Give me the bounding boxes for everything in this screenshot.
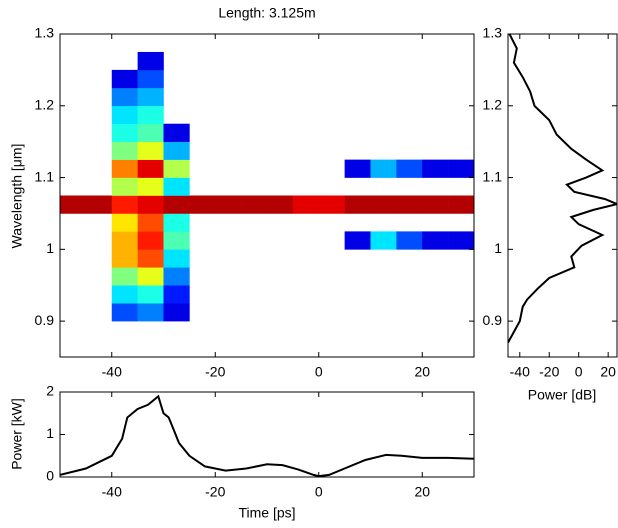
x-tick-label: 20: [414, 364, 430, 380]
heatmap-cell: [137, 69, 164, 89]
heatmap-cell: [60, 195, 87, 214]
axes-frame: [507, 33, 618, 358]
y-tick-label: 1.1: [35, 168, 55, 184]
heatmap-cell: [137, 267, 164, 286]
heatmap-cell: [163, 303, 190, 322]
heatmap-cell: [137, 303, 164, 322]
heatmap-cell: [163, 141, 190, 160]
heatmap-cell: [448, 159, 475, 178]
heatmap-cell: [111, 69, 138, 89]
x-tick-label: -20: [205, 364, 225, 380]
y-tick-label: 0.9: [483, 312, 503, 328]
heatmap-cell: [163, 213, 190, 232]
heatmap-cell: [396, 159, 423, 178]
chart-title: Length: 3.125m: [218, 5, 315, 21]
x-tick-label: 0: [575, 364, 583, 380]
y-tick-label: 1.1: [483, 168, 503, 184]
heatmap-cell: [318, 195, 345, 214]
heatmap-cell: [137, 285, 164, 304]
heatmap-cell: [396, 195, 423, 214]
heatmap-cell: [137, 231, 164, 250]
heatmap-cell: [111, 249, 138, 268]
y-tick-label: 0: [46, 468, 54, 484]
y-tick-label: 2: [46, 383, 54, 399]
heatmap-cell: [370, 195, 397, 214]
heatmap-cell: [163, 177, 190, 196]
line-series: [508, 34, 617, 344]
heatmap-cell: [137, 213, 164, 232]
heatmap-cell: [241, 195, 268, 214]
heatmap-cell: [111, 213, 138, 232]
x-axis-label: Power [dB]: [528, 387, 596, 403]
y-tick-label: 1.2: [483, 96, 503, 112]
heatmap-cell: [370, 159, 397, 178]
x-tick-label: -40: [102, 484, 122, 500]
heatmap-cell: [292, 195, 320, 214]
x-tick-label: -40: [102, 364, 122, 380]
heatmap-cell: [111, 231, 138, 250]
y-tick-label: 1: [46, 425, 54, 441]
y-tick-label: 1.2: [35, 96, 55, 112]
heatmap-cell: [163, 267, 190, 286]
heatmap-cell: [163, 123, 190, 142]
heatmap-cell: [111, 123, 138, 142]
heatmap-cell: [111, 267, 138, 286]
y-tick-label: 1.3: [483, 25, 503, 41]
x-tick-label: 20: [414, 484, 430, 500]
y-tick-label: 1: [46, 240, 54, 256]
heatmap-cell: [111, 303, 138, 322]
heatmap-cell: [163, 231, 190, 250]
x-axis-label: Time [ps]: [238, 505, 295, 521]
heatmap-cell: [448, 231, 475, 250]
heatmap-cell: [396, 231, 423, 250]
heatmap-cell: [137, 159, 164, 178]
heatmap-cell: [344, 231, 371, 250]
heatmap-cell: [111, 105, 138, 125]
heatmap-cell: [137, 123, 164, 142]
y-axis-label: Power [kW]: [9, 398, 25, 470]
x-tick-label: -20: [205, 484, 225, 500]
heatmap-cell: [448, 195, 475, 214]
heatmap-cell: [137, 195, 164, 214]
heatmap-cell: [137, 249, 164, 268]
heatmap-cell: [137, 105, 164, 125]
y-tick-label: 1: [494, 240, 502, 256]
line-series: [60, 394, 474, 477]
heatmap-cell: [85, 195, 113, 214]
x-tick-label: 0: [315, 484, 323, 500]
heatmap-cell: [163, 159, 190, 178]
heatmap-cell: [111, 195, 138, 214]
heatmap-cell: [137, 177, 164, 196]
heatmap-cell: [344, 195, 371, 214]
heatmap-cell: [422, 159, 449, 178]
heatmap-cell: [111, 141, 138, 160]
heatmap-cell: [422, 231, 449, 250]
heatmap-cell: [111, 177, 138, 196]
heatmap-cell: [111, 159, 138, 178]
heatmap-cell: [215, 195, 242, 214]
heatmap-cell: [137, 141, 164, 160]
heatmap-cell: [163, 249, 190, 268]
x-tick-label: 20: [600, 364, 616, 380]
heatmap-cell: [111, 87, 138, 107]
heatmap-cell: [267, 195, 294, 214]
heatmap-cell: [163, 195, 190, 214]
axes-frame: [59, 33, 475, 358]
y-tick-label: 1.3: [35, 25, 55, 41]
x-tick-label: 0: [315, 364, 323, 380]
x-tick-label: -20: [539, 364, 559, 380]
heatmap-cell: [344, 159, 371, 178]
heatmap-cell: [137, 87, 164, 107]
y-axis-label: Wavelength [μm]: [9, 144, 25, 249]
heatmap-cell: [370, 231, 397, 250]
y-tick-label: 0.9: [35, 312, 55, 328]
heatmap-cell: [137, 51, 164, 71]
x-tick-label: -40: [510, 364, 530, 380]
heatmap-cell: [189, 195, 216, 214]
heatmap-cell: [111, 285, 138, 304]
heatmap-cell: [163, 285, 190, 304]
heatmap-cell: [422, 195, 449, 214]
